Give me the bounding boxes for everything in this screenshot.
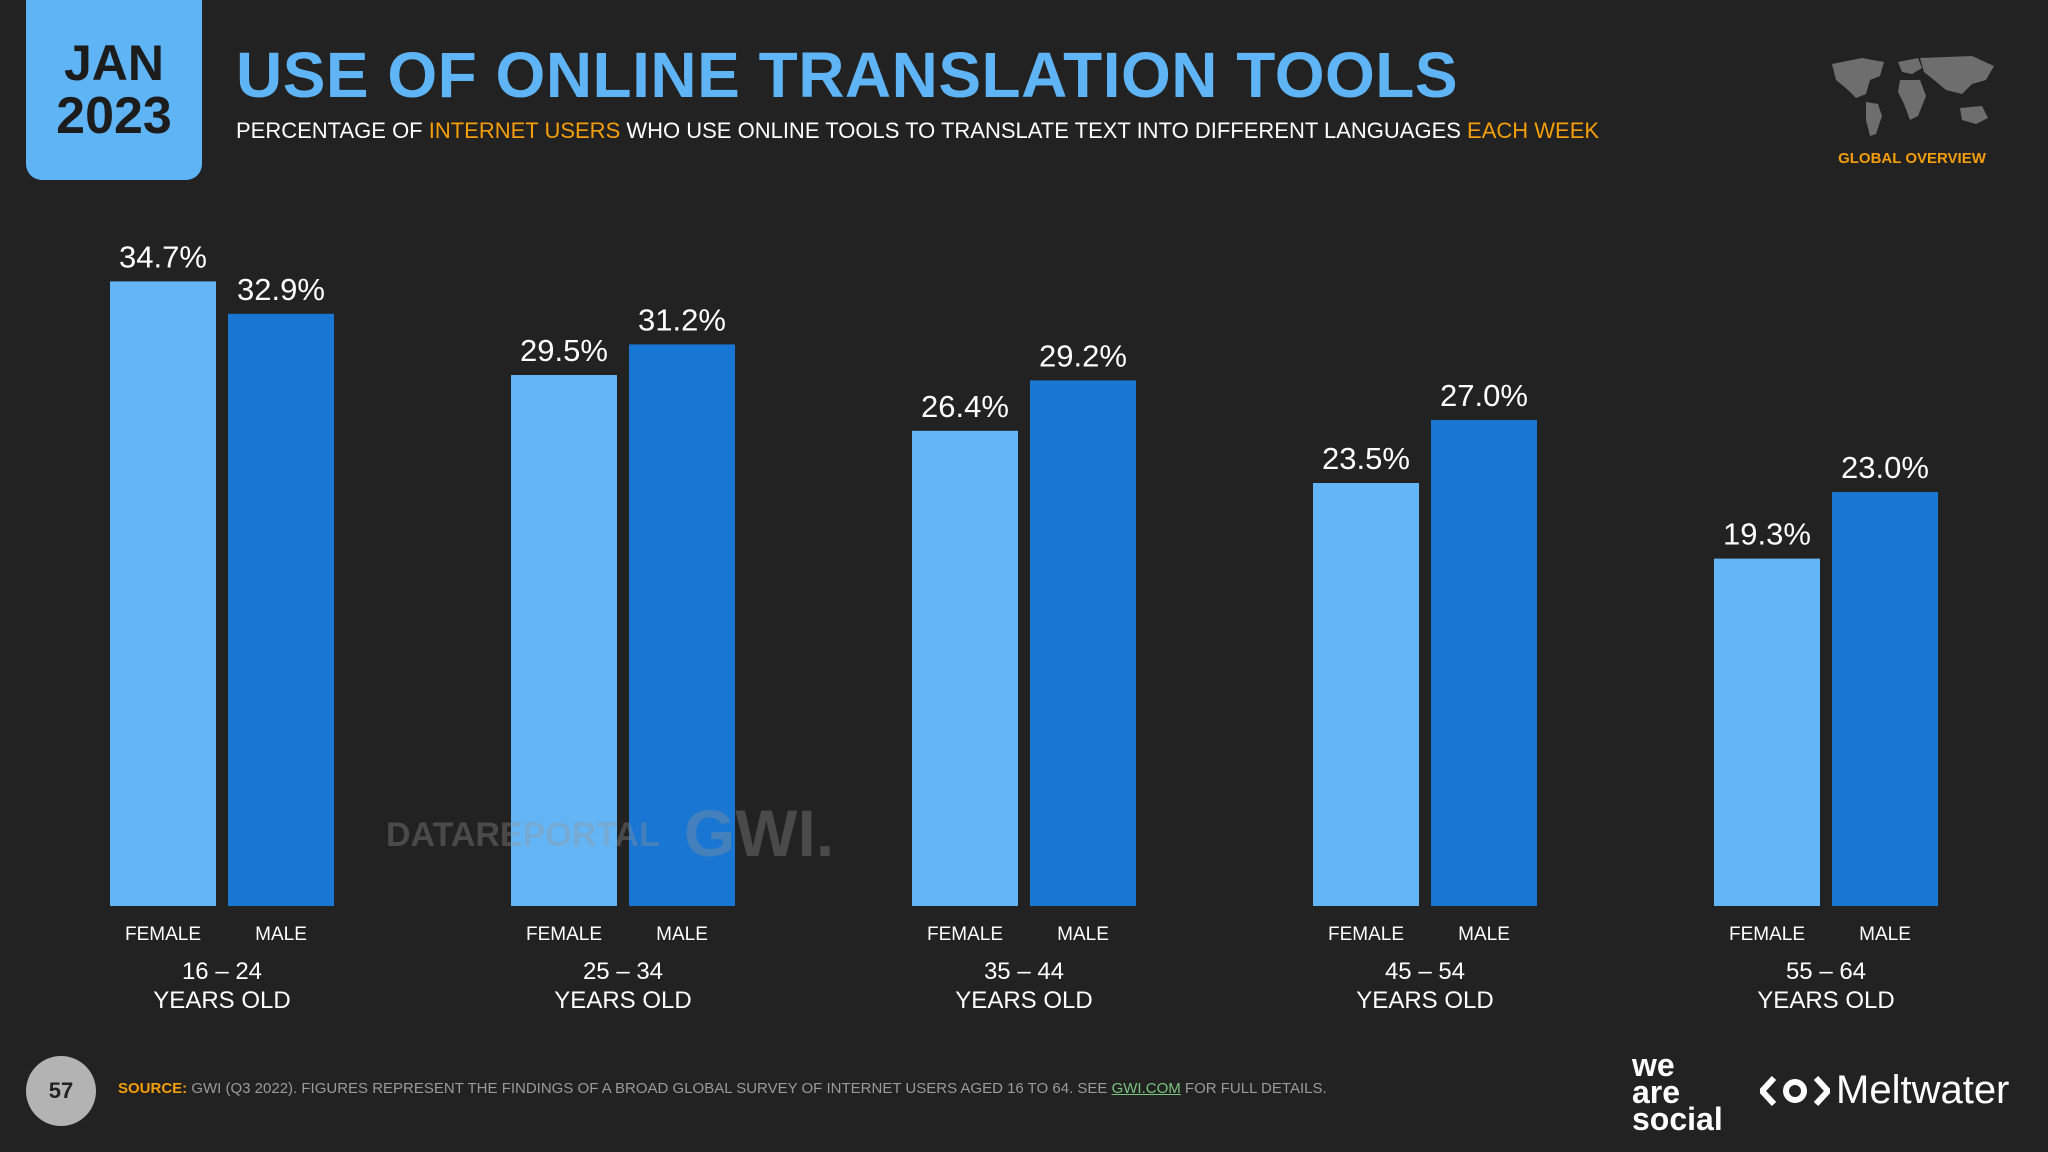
brand-word: are: [1632, 1074, 1681, 1111]
category-label: 25 – 34: [583, 958, 663, 985]
data-label: 32.9%: [237, 272, 325, 307]
meltwater-logo: Meltwater: [1760, 1068, 2009, 1113]
meltwater-text: Meltwater: [1836, 1068, 2010, 1112]
series-label: MALE: [1458, 924, 1510, 945]
series-label: MALE: [255, 924, 307, 945]
global-overview-label: GLOBAL OVERVIEW: [1838, 150, 1986, 167]
bar-male: [1832, 492, 1938, 906]
watermark-datareportal: DATAREPORTAL: [386, 816, 660, 854]
we-are-social-logo: we are social: [1632, 1047, 1723, 1138]
data-label: 31.2%: [638, 302, 726, 337]
bar-male: [228, 313, 334, 906]
series-label: FEMALE: [927, 924, 1003, 945]
data-label: 27.0%: [1440, 378, 1528, 413]
source-tail: FOR FULL DETAILS.: [1180, 1080, 1327, 1097]
data-label: 29.2%: [1039, 338, 1127, 373]
bar-female: [1714, 558, 1820, 906]
series-label: FEMALE: [1328, 924, 1404, 945]
subtitle-highlight: EACH WEEK: [1467, 118, 1600, 143]
bar-female: [912, 430, 1018, 906]
data-label: 23.5%: [1322, 441, 1410, 476]
category-label: YEARS OLD: [1757, 987, 1894, 1014]
subtitle-part: WHO USE ONLINE TOOLS TO TRANSLATE TEXT I…: [620, 118, 1468, 143]
series-label: FEMALE: [526, 924, 602, 945]
bar-female: [511, 375, 617, 906]
category-label: YEARS OLD: [554, 987, 691, 1014]
meltwater-mark-icon: [1760, 1075, 1830, 1106]
series-label: FEMALE: [1729, 924, 1805, 945]
category-label: 35 – 44: [984, 958, 1064, 985]
series-label: MALE: [1859, 924, 1911, 945]
bar-female: [110, 281, 216, 906]
category-label: YEARS OLD: [1356, 987, 1493, 1014]
series-label: MALE: [1057, 924, 1109, 945]
source-note: SOURCE: GWI (Q3 2022). FIGURES REPRESENT…: [118, 1080, 1327, 1097]
brand-word: social: [1632, 1101, 1723, 1138]
watermark-gwi: GWI.: [683, 796, 835, 870]
source-label: SOURCE:: [118, 1080, 188, 1097]
series-label: FEMALE: [125, 924, 201, 945]
source-text: GWI (Q3 2022). FIGURES REPRESENT THE FIN…: [187, 1080, 1112, 1097]
category-label: 16 – 24: [182, 958, 262, 985]
bar-male: [1030, 380, 1136, 906]
subtitle-highlight: INTERNET USERS: [428, 118, 621, 143]
data-label: 23.0%: [1841, 450, 1929, 485]
source-link[interactable]: GWI.COM: [1111, 1080, 1181, 1097]
series-label: MALE: [656, 924, 708, 945]
data-label: 19.3%: [1723, 517, 1811, 552]
date-badge: JAN 2023: [26, 0, 202, 180]
page-number: 57: [26, 1056, 96, 1126]
bar-male: [1431, 420, 1537, 906]
data-label: 34.7%: [119, 239, 207, 274]
page-title: USE OF ONLINE TRANSLATION TOOLS: [236, 39, 1459, 111]
date-month: JAN: [63, 35, 165, 91]
world-map-icon: [1832, 56, 1994, 136]
bar-female: [1313, 483, 1419, 906]
category-label: 55 – 64: [1786, 958, 1866, 985]
page-subtitle: PERCENTAGE OF INTERNET USERS WHO USE ONL…: [236, 118, 1599, 144]
category-label: 45 – 54: [1385, 958, 1465, 985]
subtitle-part: PERCENTAGE OF: [236, 118, 429, 143]
category-label: YEARS OLD: [955, 987, 1092, 1014]
category-label: YEARS OLD: [153, 987, 290, 1014]
data-label: 29.5%: [520, 333, 608, 368]
bar-male: [629, 344, 735, 906]
data-label: 26.4%: [921, 389, 1009, 424]
watermark: DATAREPORTAL GWI.: [386, 795, 834, 871]
date-year: 2023: [56, 87, 172, 145]
brand-word: we: [1632, 1047, 1675, 1083]
